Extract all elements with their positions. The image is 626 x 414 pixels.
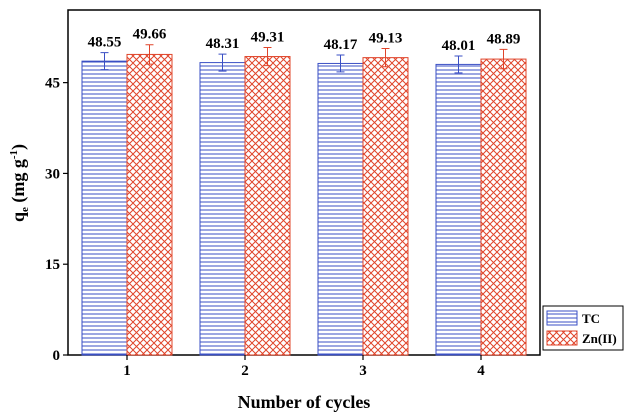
legend-label-zn: Zn(II)	[582, 331, 617, 346]
value-label: 49.31	[251, 29, 285, 45]
value-label: 48.31	[206, 36, 240, 52]
error-bar	[454, 55, 463, 74]
y-tick-label: 0	[53, 348, 61, 364]
ticks-layer: 1 2 3 4 0 15 30 45	[45, 76, 485, 379]
bar-znii-3	[362, 57, 409, 356]
y-axis-title-unit: (mg g	[8, 159, 29, 207]
value-label: 48.01	[442, 38, 476, 54]
legend: TC Zn(II)	[542, 305, 624, 351]
bar-tc-4	[435, 63, 482, 356]
value-label: 48.17	[324, 37, 358, 53]
y-tick-label: 45	[45, 76, 60, 92]
bar-znii-4	[480, 58, 527, 356]
y-axis-title: qe (mg g-1)	[8, 144, 31, 222]
y-tick-label: 15	[45, 257, 60, 273]
value-label: 49.66	[133, 27, 167, 43]
legend-label-tc: TC	[582, 311, 600, 326]
error-bar	[336, 54, 345, 73]
y-tick-label: 30	[45, 166, 60, 182]
error-bar	[218, 53, 227, 72]
legend-swatch-tc	[546, 310, 578, 326]
bar-znii-1	[126, 53, 173, 356]
bars-layer: 48.55 49.66 48.31 49.31 48.17 49.13 48.01 48.89	[81, 27, 527, 356]
x-tick-label: 3	[359, 363, 367, 379]
bar-tc-1	[81, 60, 128, 356]
y-axis-title-main: q	[8, 212, 28, 222]
y-axis-title-close: )	[8, 144, 29, 150]
value-label: 48.55	[88, 35, 122, 51]
error-bar	[100, 52, 109, 71]
bar-tc-2	[199, 62, 246, 356]
bar-znii-2	[244, 56, 291, 356]
bar-tc-3	[317, 62, 364, 356]
legend-swatch-zn	[546, 330, 578, 346]
error-bar	[145, 44, 154, 65]
error-bar	[499, 48, 508, 70]
x-tick-label: 2	[241, 363, 249, 379]
y-axis-title-sup: -1	[8, 150, 20, 159]
x-tick-label: 4	[477, 363, 485, 379]
x-tick-label: 1	[123, 363, 131, 379]
y-axis-title-sub: e	[19, 207, 31, 212]
error-bar	[381, 48, 390, 68]
x-axis-title: Number of cycles	[238, 392, 371, 412]
plot-frame	[67, 9, 541, 356]
error-bar	[263, 46, 272, 67]
value-label: 49.13	[369, 31, 403, 47]
value-label: 48.89	[487, 31, 521, 47]
